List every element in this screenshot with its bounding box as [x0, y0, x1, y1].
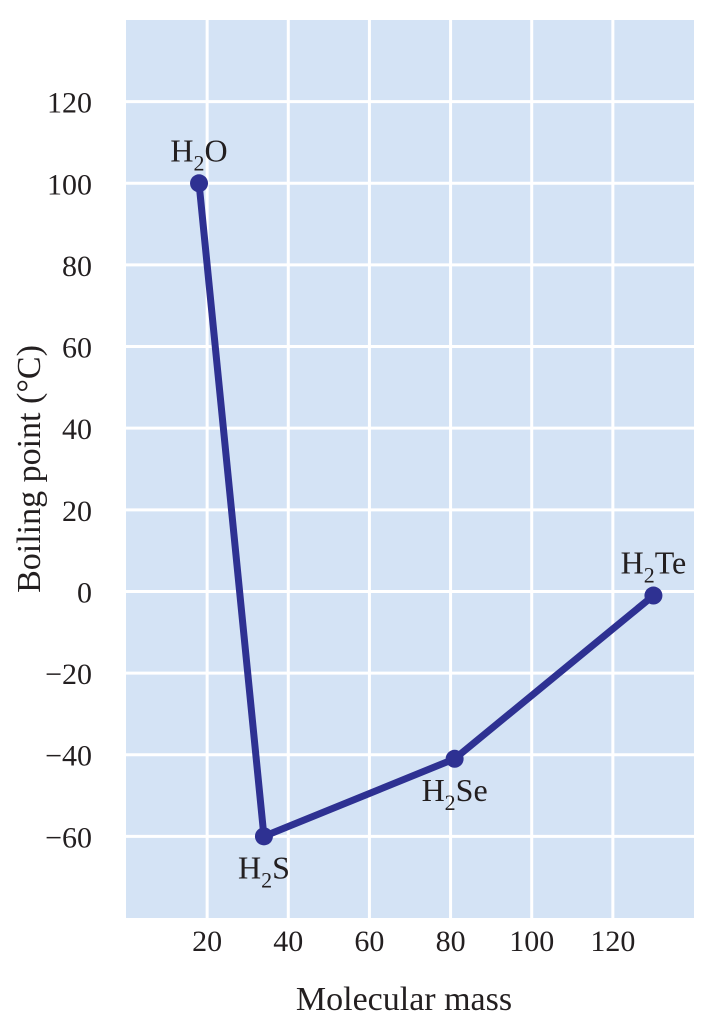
- x-axis-ticks: 20 40 60 80 100 120: [192, 925, 635, 958]
- grid-lines: [126, 20, 694, 918]
- y-tick-label: 40: [62, 413, 92, 446]
- x-tick-label: 80: [436, 925, 466, 958]
- point-label: H2Se: [422, 772, 488, 815]
- point-label: H2Te: [621, 545, 687, 588]
- data-point: [644, 586, 663, 605]
- y-tick-label: 0: [77, 576, 92, 609]
- data-point: [445, 749, 464, 768]
- x-axis-label: Molecular mass: [296, 981, 512, 1018]
- x-tick-label: 40: [273, 925, 303, 958]
- y-tick-label: 100: [47, 168, 92, 201]
- y-axis-ticks: 120 100 80 60 40 20 0 −20 −40 −60: [45, 87, 92, 855]
- y-tick-label: 60: [62, 332, 92, 365]
- data-point: [190, 174, 209, 193]
- x-tick-label: 60: [354, 925, 384, 958]
- y-tick-label: −60: [45, 821, 92, 854]
- plot-area: [126, 20, 694, 918]
- y-tick-label: 80: [62, 250, 92, 283]
- x-tick-label: 100: [509, 925, 554, 958]
- data-point: [254, 827, 273, 846]
- point-label: H2S: [238, 849, 290, 892]
- x-tick-label: 20: [192, 925, 222, 958]
- y-tick-label: −20: [45, 658, 92, 691]
- point-label: H2O: [170, 132, 227, 175]
- y-tick-label: 20: [62, 495, 92, 528]
- y-tick-label: −40: [45, 740, 92, 773]
- series-boiling-point: [190, 174, 663, 846]
- y-axis-label: Boiling point (°C): [11, 345, 48, 593]
- point-labels: H2O H2S H2Se H2Te: [170, 132, 686, 892]
- x-tick-label: 120: [590, 925, 635, 958]
- series-line: [195, 179, 657, 840]
- y-tick-label: 120: [47, 87, 92, 120]
